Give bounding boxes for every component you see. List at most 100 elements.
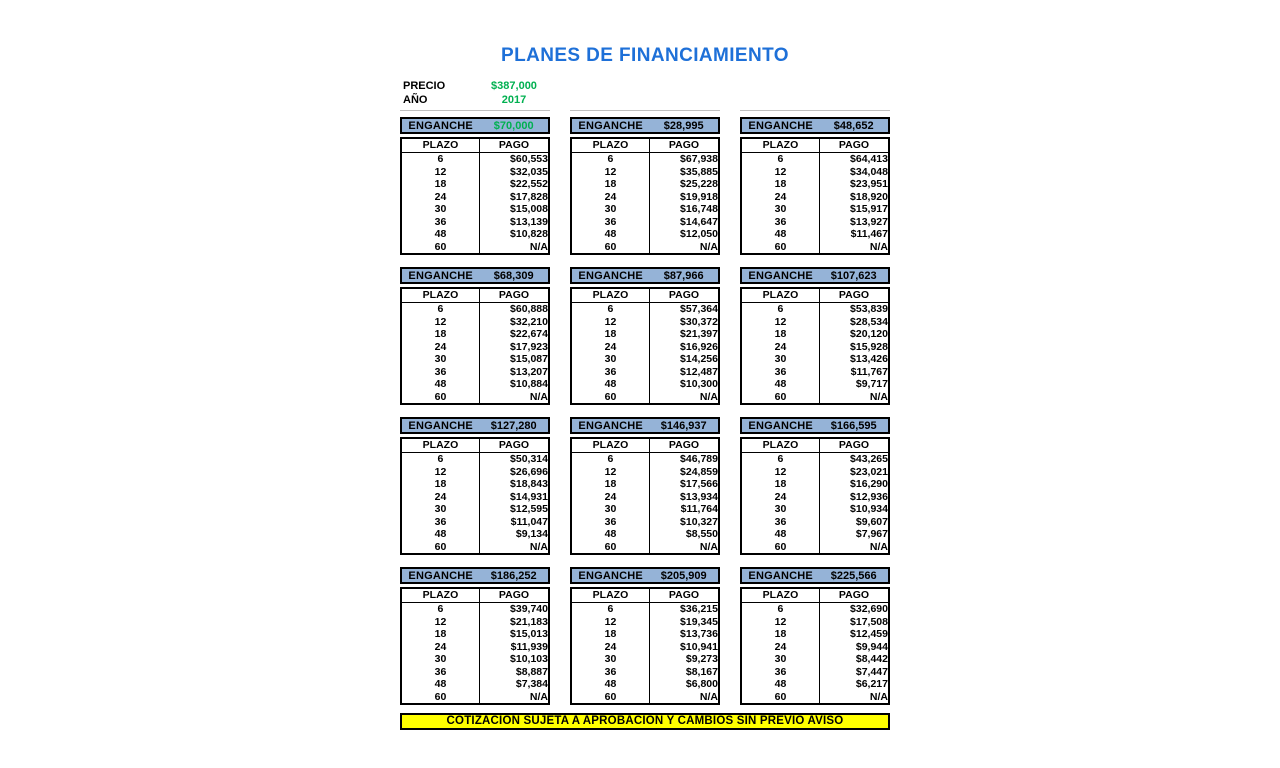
pago-cell: $32,210 — [510, 315, 548, 328]
plazo-cell: 6 — [401, 602, 480, 616]
plan-row: 24 $14,931 — [401, 490, 549, 503]
pago-cell: $23,951 — [850, 178, 888, 190]
plazo-cell: 48 — [401, 228, 480, 241]
plan-row: 48 $11,467 — [741, 228, 889, 241]
plan-row: 12 $35,885 — [571, 165, 719, 178]
plazo-cell: 12 — [571, 615, 650, 628]
plazo-cell: 60 — [571, 690, 650, 704]
enganche-value: $70,000 — [493, 119, 534, 132]
anio-value: 2017 — [501, 94, 527, 106]
plan-table-header-row: PLAZO PAGO — [741, 588, 889, 603]
plazo-cell: 18 — [741, 328, 820, 341]
enganche-header: ENGANCHE $166,595 — [740, 417, 890, 434]
plan-row: 48 $10,300 — [571, 378, 719, 391]
financing-plans-sheet: PLANES DE FINANCIAMIENTO PRECIO $387,000… — [400, 45, 890, 730]
divider-line — [400, 110, 550, 111]
plan-row: 18 $25,228 — [571, 178, 719, 191]
plazo-cell: 24 — [401, 190, 480, 203]
pago-cell: N/A — [529, 540, 548, 553]
pago-cell: N/A — [699, 540, 718, 553]
pago-cell: $12,487 — [680, 365, 718, 378]
precio-value: $387,000 — [491, 80, 537, 92]
precio-label: PRECIO — [403, 80, 446, 92]
plazo-cell: 48 — [741, 678, 820, 691]
pago-column-header: PAGO — [819, 588, 889, 603]
plazo-column-header: PLAZO — [401, 138, 480, 153]
plan-row: 48 $7,967 — [741, 528, 889, 541]
plazo-cell: 36 — [401, 365, 480, 378]
pago-cell: $7,384 — [515, 678, 548, 690]
pago-cell: $16,748 — [680, 203, 718, 215]
plan-row: 12 $32,210 — [401, 315, 549, 328]
pago-cell: $10,103 — [510, 653, 548, 665]
enganche-header: ENGANCHE $87,966 — [570, 267, 720, 284]
enganche-label: ENGANCHE — [748, 419, 813, 432]
pago-cell: $10,300 — [680, 378, 718, 390]
plazo-cell: 24 — [571, 340, 650, 353]
plan-block: ENGANCHE $146,937 PLAZO PAGO 6 $46,789 12 $… — [570, 417, 720, 555]
plan-row: 12 $23,021 — [741, 465, 889, 478]
pago-cell: $21,397 — [680, 328, 718, 340]
plan-row: 36 $14,647 — [571, 215, 719, 228]
plan-row: 12 $26,696 — [401, 465, 549, 478]
anio-label: AÑO — [403, 94, 428, 106]
pago-cell: $32,690 — [850, 603, 888, 615]
plazo-cell: 36 — [741, 365, 820, 378]
plan-row: 30 $10,934 — [741, 503, 889, 516]
plazo-cell: 60 — [741, 540, 820, 554]
plan-table: PLAZO PAGO 6 $39,740 12 $21,183 18 $15,013 24 $… — [400, 587, 550, 705]
enganche-value: $127,280 — [490, 419, 537, 432]
plazo-cell: 30 — [401, 353, 480, 366]
enganche-label: ENGANCHE — [408, 419, 473, 432]
pago-cell: $60,553 — [510, 153, 548, 165]
plazo-cell: 6 — [741, 602, 820, 616]
plazo-cell: 60 — [741, 690, 820, 704]
plan-row: 48 $6,800 — [571, 678, 719, 691]
pago-cell: $10,828 — [510, 228, 548, 240]
pago-cell: $7,447 — [855, 665, 888, 678]
pago-column-header: PAGO — [479, 288, 549, 303]
pago-cell: $36,215 — [680, 603, 718, 615]
plan-block: ENGANCHE $87,966 PLAZO PAGO 6 $57,364 12 $3… — [570, 267, 720, 405]
plan-row: 60 N/A — [741, 390, 889, 404]
plazo-cell: 6 — [571, 602, 650, 616]
pago-cell: $19,345 — [680, 615, 718, 628]
plazo-cell: 36 — [401, 665, 480, 678]
plazo-cell: 60 — [401, 390, 480, 404]
plan-table: PLAZO PAGO 6 $60,553 12 $32,035 18 $22,552 24 $… — [400, 137, 550, 255]
plan-table: PLAZO PAGO 6 $43,265 12 $23,021 18 $16,290 24 $… — [740, 437, 890, 555]
plan-table: PLAZO PAGO 6 $67,938 12 $35,885 18 $25,228 24 $… — [570, 137, 720, 255]
plazo-cell: 6 — [401, 302, 480, 316]
pago-cell: N/A — [869, 390, 888, 403]
pago-cell: $10,884 — [510, 378, 548, 390]
plan-row: 24 $19,918 — [571, 190, 719, 203]
plan-row: 48 $9,717 — [741, 378, 889, 391]
pago-cell: $23,021 — [850, 465, 888, 478]
plan-row: 12 $34,048 — [741, 165, 889, 178]
pago-cell: $11,467 — [850, 228, 888, 240]
plazo-cell: 24 — [401, 640, 480, 653]
pago-cell: $15,008 — [510, 203, 548, 215]
pago-cell: $22,674 — [510, 328, 548, 340]
plazo-cell: 60 — [741, 390, 820, 404]
plazo-cell: 18 — [571, 178, 650, 191]
enganche-value: $146,937 — [660, 419, 707, 432]
plazo-cell: 30 — [741, 503, 820, 516]
enganche-label: ENGANCHE — [578, 269, 643, 282]
plazo-cell: 60 — [401, 240, 480, 254]
enganche-value: $205,909 — [660, 569, 707, 582]
plan-block: ENGANCHE $225,566 PLAZO PAGO 6 $32,690 12 $… — [740, 567, 890, 705]
plazo-cell: 48 — [571, 228, 650, 241]
pago-cell: $14,647 — [680, 215, 718, 228]
plan-block: ENGANCHE $166,595 PLAZO PAGO 6 $43,265 12 $… — [740, 417, 890, 555]
plan-row: 6 $46,789 — [571, 452, 719, 466]
plan-row: 18 $18,843 — [401, 478, 549, 491]
pago-cell: $15,917 — [850, 203, 888, 215]
plazo-cell: 24 — [401, 490, 480, 503]
plazo-cell: 6 — [571, 152, 650, 166]
plazo-cell: 6 — [401, 152, 480, 166]
plan-row: 30 $12,595 — [401, 503, 549, 516]
enganche-header: ENGANCHE $68,309 — [400, 267, 550, 284]
anio-row: AÑO 2017 — [403, 93, 890, 107]
plan-row: 36 $8,167 — [571, 665, 719, 678]
